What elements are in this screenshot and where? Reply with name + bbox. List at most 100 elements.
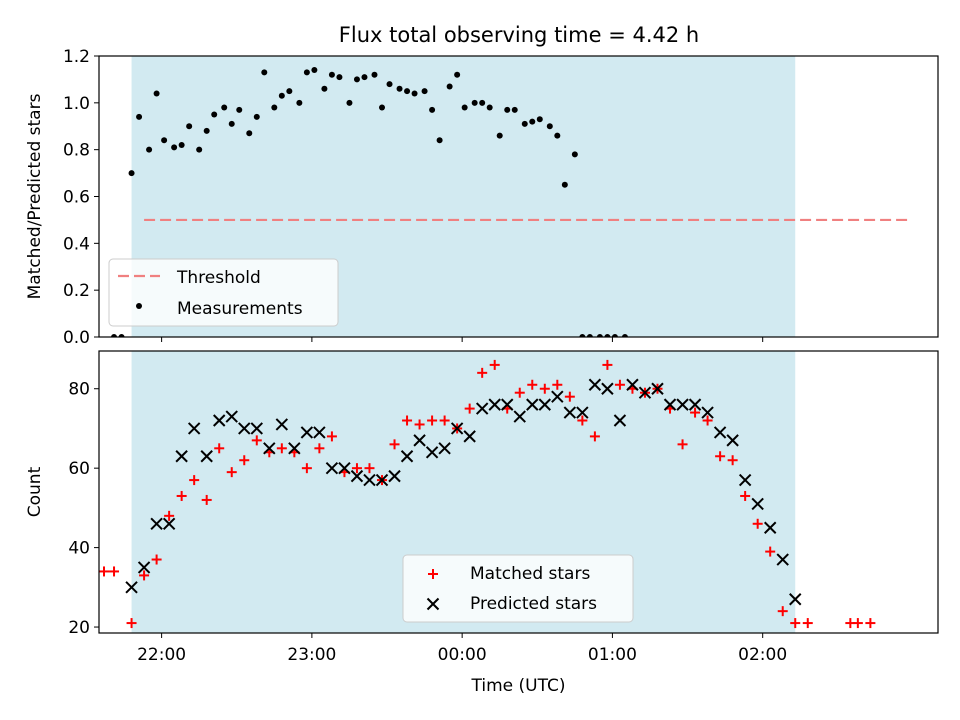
matched-star-point (164, 510, 175, 521)
y-tick-label: 1.0 (63, 94, 90, 114)
matched-star-point (301, 463, 312, 474)
matched-star-point (740, 490, 751, 501)
predicted-star-point (463, 430, 476, 443)
measurement-point (737, 0, 743, 3)
predicted-star-point (388, 469, 401, 483)
predicted-star-point (663, 398, 677, 411)
legend-predicted-label: Predicted stars (470, 594, 597, 614)
measurement-point (386, 81, 393, 88)
measurement-point (361, 74, 368, 81)
measurement-point (561, 181, 568, 188)
predicted-star-point (200, 450, 213, 463)
measurement-point (211, 111, 218, 118)
measurement-point (496, 132, 503, 139)
legend: Matched stars Predicted stars (402, 554, 634, 623)
y-axis-label: Matched/Predicted stars (25, 93, 45, 299)
matched-star-point (326, 431, 337, 442)
predicted-star-point (701, 406, 714, 419)
predicted-star-point (488, 398, 501, 411)
legend-matched-label: Matched stars (470, 564, 590, 584)
matched-star-point (314, 443, 325, 454)
measurement-point (246, 130, 253, 137)
measurement-point (261, 69, 268, 76)
measurement-point (762, 0, 768, 3)
measurement-point (730, 0, 736, 3)
measurement-point (772, 0, 778, 3)
predicted-star-point (676, 398, 689, 411)
y-tick-label: 0.8 (63, 141, 90, 161)
measurement-point (654, 0, 660, 3)
y-axis-label: Count (25, 466, 45, 517)
measurement-point (461, 104, 468, 111)
measurement-point (705, 0, 711, 3)
matched-star-point (364, 463, 375, 474)
matched-star-point (702, 415, 713, 426)
measurement-point (536, 116, 543, 123)
matched-star-point (589, 431, 600, 442)
measurement-point (847, 0, 853, 3)
measurement-point (471, 99, 478, 106)
matched-star-point (239, 455, 250, 466)
chart-title: Flux total observing time = 4.42 h (339, 23, 699, 47)
measurement-point (404, 88, 411, 95)
measurement-point (812, 0, 818, 3)
y-tick-label: 20 (68, 618, 90, 638)
measurement-point (446, 83, 453, 90)
matched-star-point (677, 439, 688, 450)
predicted-star-point (338, 461, 351, 475)
measurement-point (855, 0, 861, 3)
measurement-point (118, 334, 125, 337)
measurement-point (436, 137, 443, 144)
measurement-point (672, 0, 678, 3)
matched-star-point (489, 359, 500, 370)
predicted-star-point (263, 442, 276, 455)
predicted-star-point (789, 593, 802, 606)
measurement-point (178, 141, 185, 148)
measurement-point (236, 106, 243, 113)
measurement-point (611, 334, 618, 337)
matched-star-point (852, 618, 863, 629)
predicted-star-point (438, 442, 451, 455)
legend-measurement-label: Measurements (177, 299, 303, 319)
y-tick-label: 0.2 (63, 281, 90, 301)
predicted-star-point (501, 398, 514, 411)
predicted-star-point (526, 398, 539, 411)
measurement-point (647, 0, 653, 3)
measurement-point (872, 0, 878, 3)
measurement-point (586, 334, 593, 337)
matched-star-point (251, 435, 262, 446)
matched-star-point (752, 518, 763, 529)
x-tick-label: 22:00 (137, 645, 186, 665)
measurement-point (755, 0, 761, 3)
predicted-star-point (638, 386, 652, 399)
measurement-point (722, 0, 728, 3)
measurement-point (571, 151, 578, 158)
matched-star-point (214, 443, 225, 454)
predicted-star-point (137, 561, 151, 574)
measurement-point (479, 99, 486, 106)
measurement-point (146, 146, 153, 153)
matched-star-point (514, 387, 525, 398)
measurement-point (203, 127, 210, 134)
predicted-star-point (162, 517, 176, 530)
legend-measurement-swatch (136, 303, 142, 309)
measurement-point (621, 334, 628, 337)
predicted-star-point (713, 426, 727, 439)
predicted-star-point (651, 382, 664, 395)
measurement-point (371, 71, 378, 78)
measurement-point (637, 0, 643, 3)
legend-box (108, 258, 339, 327)
measurement-point (161, 137, 168, 144)
axes-frame (98, 350, 939, 634)
predicted-star-point (538, 398, 552, 411)
predicted-star-point (688, 398, 702, 411)
matched-star-point (389, 439, 400, 450)
matched-star-point (151, 554, 162, 565)
predicted-star-point (288, 442, 301, 455)
matched-star-point (439, 415, 450, 426)
matched-star-point (577, 415, 588, 426)
measurement-point (822, 0, 828, 3)
measurement-point (511, 106, 518, 113)
measurement-point (296, 99, 303, 106)
measurement-point (411, 90, 418, 97)
